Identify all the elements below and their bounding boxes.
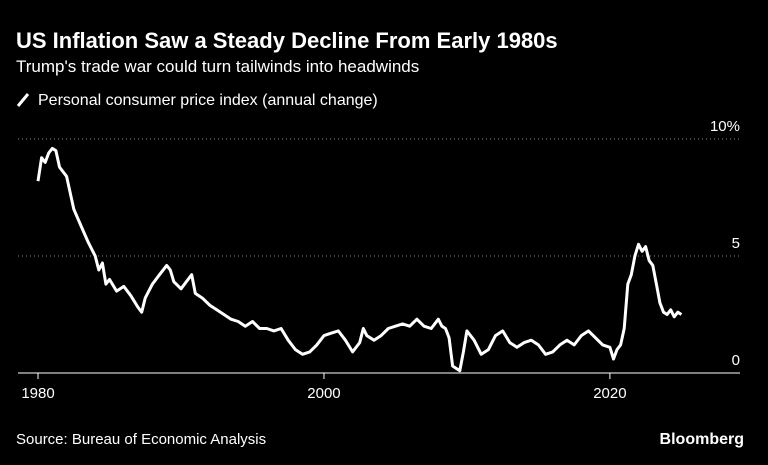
legend-swatch: [16, 93, 30, 107]
x-tick-label: 1980: [21, 385, 54, 402]
y-tick-label: 10%: [710, 118, 740, 135]
chart-subtitle: Trump's trade war could turn tailwinds i…: [16, 57, 419, 76]
legend-label: Personal consumer price index (annual ch…: [38, 92, 378, 109]
line-series: [36, 146, 683, 373]
brand: Bloomberg: [660, 431, 744, 448]
chart-title: US Inflation Saw a Steady Decline From E…: [16, 28, 558, 53]
source: Source: Bureau of Economic Analysis: [16, 431, 266, 448]
y-tick-label: 0: [732, 352, 740, 369]
x-tick-label: 2020: [593, 385, 626, 402]
y-tick-label: 5: [732, 235, 740, 252]
x-tick-label: 2000: [307, 385, 340, 402]
